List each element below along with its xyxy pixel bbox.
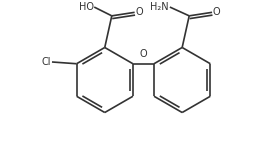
Text: O: O [140,49,147,59]
Text: O: O [213,7,220,17]
Text: HO: HO [79,2,94,12]
Text: Cl: Cl [42,57,51,67]
Text: H₂N: H₂N [150,2,169,12]
Text: O: O [135,7,143,17]
